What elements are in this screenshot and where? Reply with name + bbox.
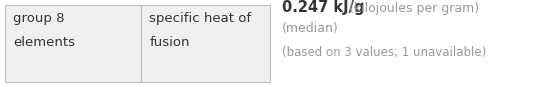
Text: 0.247 kJ/g: 0.247 kJ/g	[282, 0, 365, 15]
Text: elements: elements	[13, 36, 75, 49]
Bar	[5, 5, 270, 82]
Text: specific heat of: specific heat of	[150, 12, 252, 25]
Text: group 8: group 8	[13, 12, 64, 25]
Text: (kilojoules per gram): (kilojoules per gram)	[349, 2, 479, 15]
Text: (median): (median)	[282, 22, 339, 35]
Text: fusion: fusion	[150, 36, 190, 49]
Text: (based on 3 values; 1 unavailable): (based on 3 values; 1 unavailable)	[282, 46, 486, 59]
